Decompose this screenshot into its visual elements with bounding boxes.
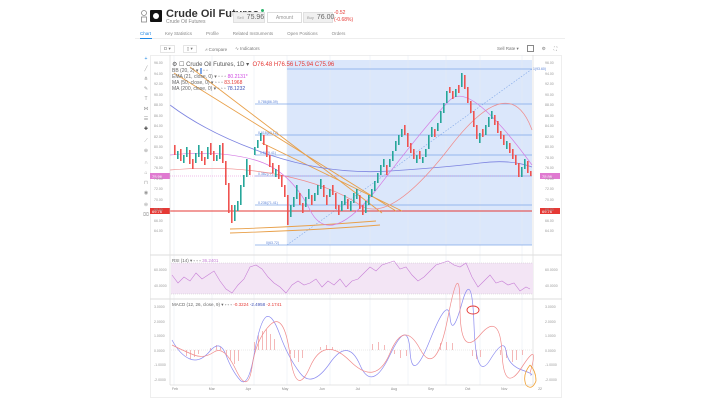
- rsi-tick-60: 60.0000: [154, 268, 167, 272]
- legend-ma50[interactable]: MA (50, close, 0) ▾ ▫ ▫ ▫ 83.1968: [172, 80, 243, 86]
- legend-ema[interactable]: EMA (21, close, 0) ▾ ▫ ▫ ▫ 80.2131*: [172, 74, 248, 80]
- tab-profile[interactable]: Profile: [206, 31, 219, 36]
- legend-main-series[interactable]: ⚙ ☐ Crude Oil Futures, 1D ▾ O76.48 H76.5…: [172, 62, 335, 68]
- rsi-tick-40-right: 40.0000: [545, 284, 558, 288]
- price-source-select[interactable]: Sell Rate ▾: [497, 45, 519, 51]
- trash-icon[interactable]: ⌧: [143, 212, 149, 218]
- svg-text:75.96: 75.96: [542, 174, 553, 179]
- rsi-tick-40: 40.0000: [154, 284, 167, 288]
- brush-icon[interactable]: ✎: [143, 86, 149, 92]
- amount-input[interactable]: Amount: [267, 12, 302, 23]
- stack-icon[interactable]: ⊜: [143, 202, 149, 208]
- active-tab-underline: [140, 38, 152, 39]
- watchlist-icon[interactable]: [140, 10, 148, 24]
- drawing-toolbar: + ╱ ⋔ ✎ T ⋈ ☰ ✚ ⟋ ⊕ ∩ ⌂ ⊓ ◉ ⊜ ⌧: [140, 55, 154, 395]
- time-axis[interactable]: Feb Mar Apr May Jun Jul Aug Sep Oct Nov 22: [172, 387, 542, 391]
- instrument-logo: [150, 10, 162, 22]
- pattern-icon[interactable]: ⋈: [143, 106, 149, 112]
- crosshair-icon[interactable]: +: [144, 56, 148, 62]
- market-open-indicator: [260, 9, 264, 12]
- chart-container: [150, 55, 562, 398]
- lock-drawing-icon[interactable]: ⌂: [144, 170, 148, 176]
- svg-text:0(63.72): 0(63.72): [266, 241, 279, 245]
- macd-legend[interactable]: MACD (12, 26, close, 9) ▾ ▫ ▫ ▫ -0.3224 …: [172, 302, 282, 307]
- legend-bb[interactable]: BB (20, 2) ▾ ▪ ▫ ▫: [172, 68, 208, 74]
- svg-text:0.786(86.39): 0.786(86.39): [258, 100, 278, 104]
- interval-select[interactable]: D ▾: [160, 45, 175, 53]
- fib-icon[interactable]: ☰: [143, 116, 149, 122]
- tab-orders[interactable]: Orders: [331, 31, 346, 36]
- zoom-icon[interactable]: ⊕: [143, 148, 149, 154]
- trendline-icon[interactable]: ╱: [144, 66, 148, 72]
- rsi-legend[interactable]: RSI (14) ▾ ▫ ▫ ▫ 36.2401: [172, 258, 219, 263]
- compare-button[interactable]: ⩘ Compare: [204, 46, 228, 52]
- price-axis-left[interactable]: 96.00 94.00 92.00 90.00 88.00 86.00 84.00 82.00…: [154, 61, 163, 233]
- fib-retracement-zone: [287, 60, 532, 245]
- settings-icon[interactable]: ⚙: [541, 45, 546, 51]
- tab-key-statistics[interactable]: Key Statistics: [165, 31, 193, 36]
- tab-bar: Chart Key Statistics Profile Related Ins…: [140, 31, 345, 36]
- chart-toolbar: D ▾ ▯ ▾ ⩘ Compare ∿ Indicators: [160, 45, 260, 53]
- svg-text:69.76: 69.76: [152, 209, 163, 214]
- svg-text:75.96: 75.96: [152, 174, 163, 179]
- price-change: -0.52 (-0.68%): [334, 10, 354, 23]
- compare-icon: ⩘: [204, 46, 208, 52]
- ruler-icon[interactable]: ⟋: [144, 138, 148, 144]
- price-axis-right[interactable]: 96.00 94.00 92.00 90.00 88.00 86.00 84.00 82.00…: [545, 61, 554, 233]
- macd-axis-right: 3.0000 2.0000 1.0000 0.0000 -1.0000 -2.0000: [545, 305, 557, 382]
- indicators-button[interactable]: ∿ Indicators: [235, 46, 260, 51]
- svg-text:69.76: 69.76: [542, 209, 553, 214]
- chart-legend: ⚙ ☐ Crude Oil Futures, 1D ▾ O76.48 H76.5…: [172, 62, 334, 92]
- svg-text:0.382(77): 0.382(77): [258, 172, 273, 176]
- lock-icon[interactable]: ⊓: [144, 180, 148, 186]
- text-icon[interactable]: T: [144, 96, 148, 102]
- rsi-band: [171, 263, 533, 294]
- fullscreen-icon[interactable]: ⛶: [553, 46, 557, 51]
- instrument-subtitle: Crude Oil Futures: [166, 19, 206, 25]
- rsi-tick-60-right: 60.0000: [545, 268, 558, 272]
- svg-text:0.5(79.41): 0.5(79.41): [260, 151, 276, 155]
- icons-tool-icon[interactable]: ✚: [143, 126, 149, 132]
- buy-button[interactable]: Buy 76.00: [303, 12, 334, 23]
- chart-type-select[interactable]: ▯ ▾: [182, 45, 197, 53]
- indicators-icon: ∿: [235, 46, 239, 51]
- tab-chart[interactable]: Chart: [140, 31, 152, 36]
- eye-icon[interactable]: ◉: [143, 190, 149, 196]
- sell-button[interactable]: Sell 75.96: [233, 12, 265, 23]
- svg-text:0.236(71.41): 0.236(71.41): [258, 201, 278, 205]
- snapshot-icon[interactable]: [526, 45, 534, 52]
- macd-low-highlight: [524, 364, 537, 388]
- tab-open-positions[interactable]: Open Positions: [287, 31, 318, 36]
- macd-peak-highlight: [466, 305, 480, 315]
- pitchfork-icon[interactable]: ⋔: [143, 76, 149, 82]
- tab-related-instruments[interactable]: Related Instruments: [232, 31, 274, 36]
- svg-text:0.618(83.12): 0.618(83.12): [258, 131, 278, 135]
- tab-divider: [135, 38, 565, 39]
- magnet-icon[interactable]: ∩: [144, 160, 148, 166]
- legend-ma200[interactable]: MA (200, close, 0) ▾ ▫ ▫ ▫ 78.1232: [172, 86, 246, 92]
- svg-text:1(93.60): 1(93.60): [533, 67, 546, 71]
- price-chart[interactable]: 0.786(86.39) 0.618(83.12) 0.5(79.41) 0.3…: [150, 55, 562, 398]
- chart-toolbar-right: Sell Rate ▾ ⚙ ⛶: [497, 45, 557, 52]
- macd-axis-left: 3.0000 2.0000 1.0000 0.0000 -1.0000 -2.0000: [154, 305, 166, 382]
